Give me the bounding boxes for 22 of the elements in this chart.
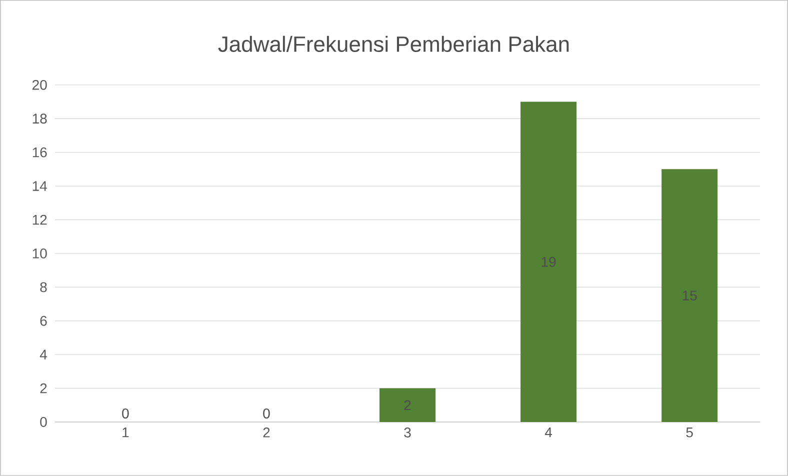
- y-tick-label: 6: [40, 316, 47, 326]
- chart-title: Jadwal/Frekuensi Pemberian Pakan: [218, 36, 569, 52]
- bar: [520, 102, 577, 422]
- y-tick-label: 4: [40, 350, 47, 360]
- y-tick-label: 16: [32, 147, 47, 158]
- y-tick-label: 14: [32, 181, 47, 191]
- y-tick-label: 12: [32, 214, 47, 225]
- y-tick-label: 20: [32, 80, 47, 90]
- x-tick-label: 2: [263, 428, 270, 438]
- x-tick-label: 3: [404, 428, 411, 438]
- data-label: 0: [263, 408, 270, 419]
- bar: [379, 388, 436, 422]
- y-tick-label: 0: [40, 417, 47, 427]
- x-tick-label: 4: [544, 428, 552, 438]
- y-tick-label: 2: [40, 383, 47, 394]
- y-tick-label: 10: [32, 248, 47, 258]
- y-tick-label: 8: [40, 282, 47, 292]
- x-tick-label: 1: [122, 428, 129, 438]
- data-label: 0: [122, 408, 129, 419]
- x-tick-label: 5: [686, 428, 693, 438]
- bar: [662, 169, 718, 422]
- y-tick-label: 18: [32, 114, 47, 124]
